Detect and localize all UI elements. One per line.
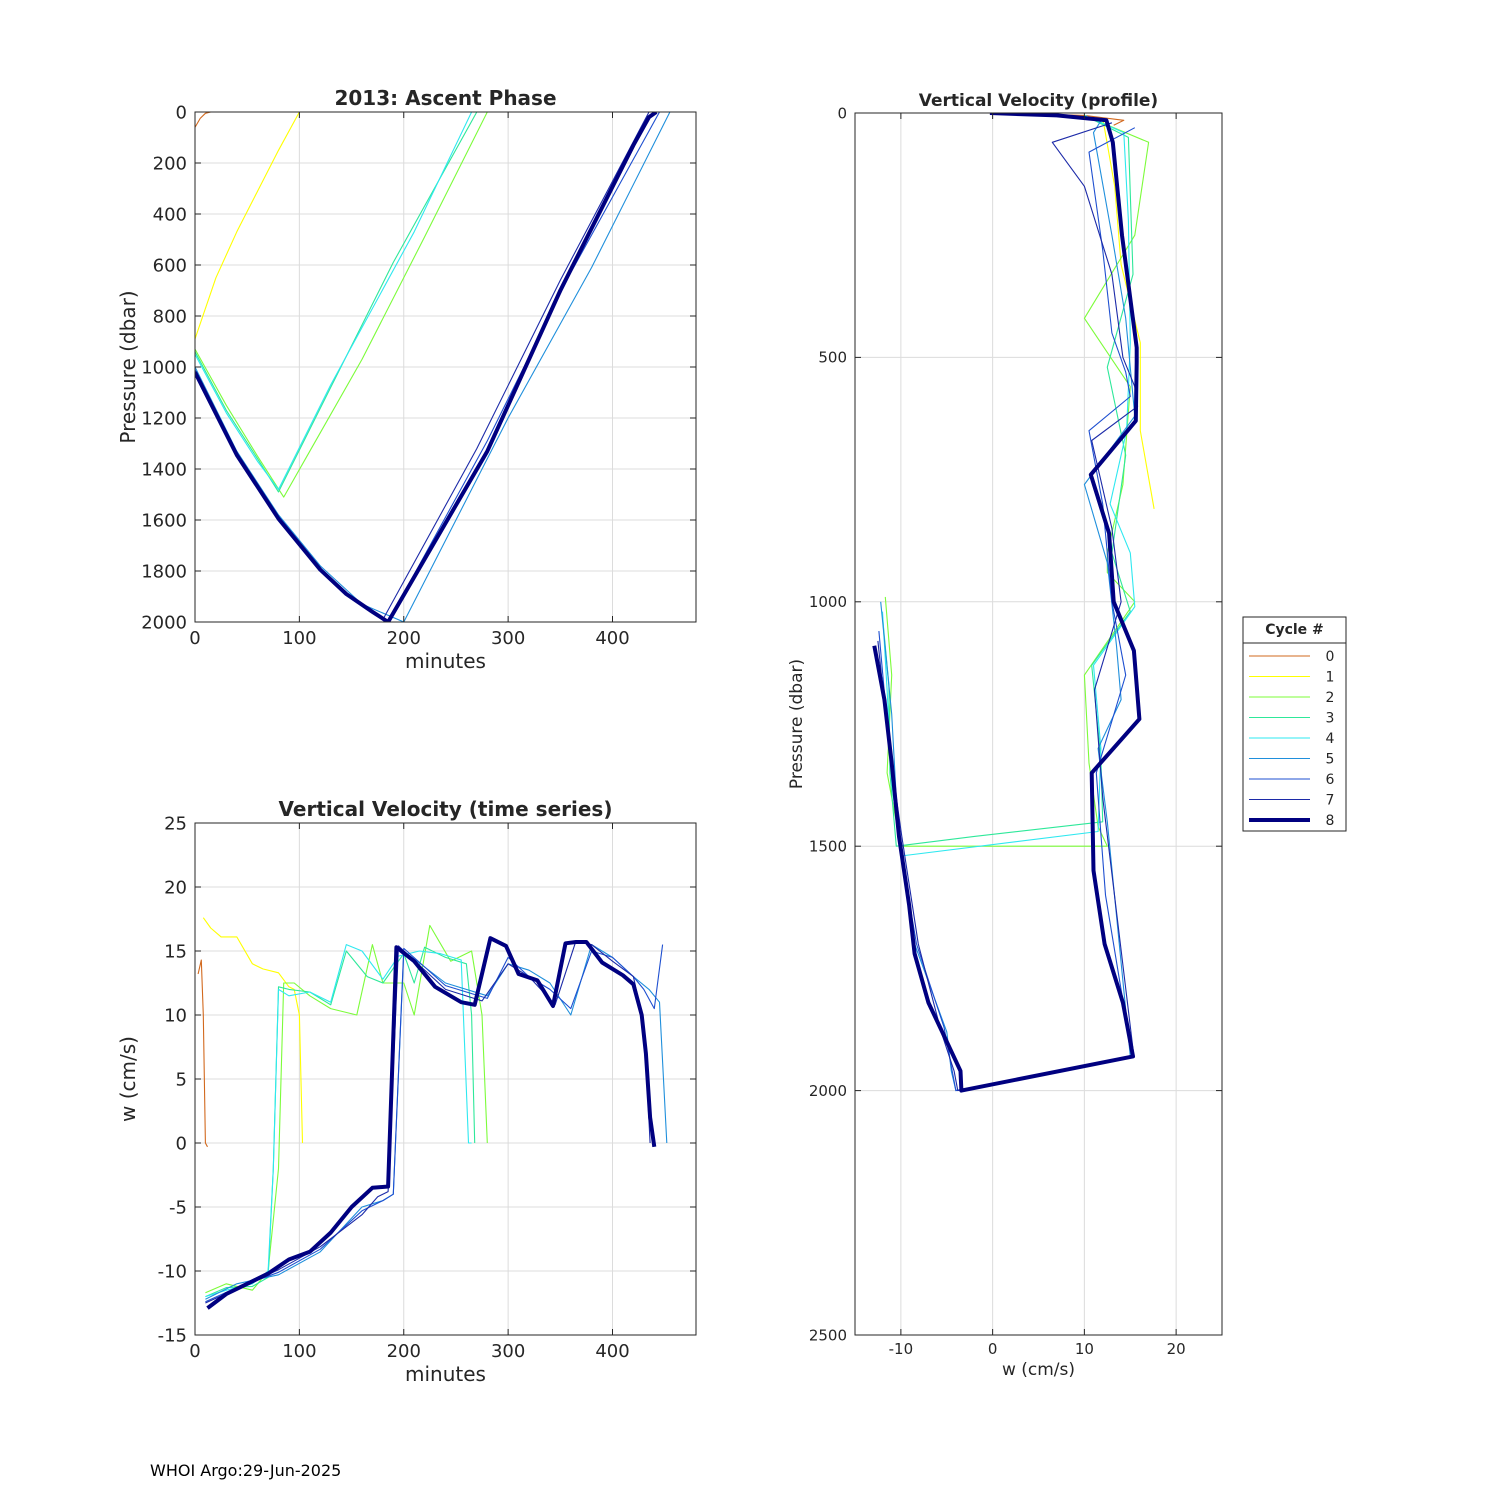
- y-axis-label: Pressure (dbar): [116, 290, 140, 443]
- series-line-cycle-1: [195, 112, 300, 340]
- y-tick-label: 2000: [141, 612, 187, 633]
- x-tick-label: -10: [889, 1340, 914, 1358]
- series-line-cycle-1: [202, 917, 304, 1144]
- x-axis-label: w (cm/s): [1002, 1360, 1075, 1380]
- legend: Cycle #0 1 2 3 4 5 6 7 8: [1242, 616, 1347, 832]
- y-tick-label: 800: [153, 306, 187, 327]
- y-tick-label: -15: [158, 1325, 187, 1346]
- y-tick-label: 2000: [809, 1082, 847, 1100]
- y-tick-label: 1000: [809, 593, 847, 611]
- series-line-cycle-0: [195, 112, 211, 128]
- y-tick-label: 200: [153, 153, 187, 174]
- y-tick-label: 20: [164, 877, 187, 898]
- y-tick-label: 0: [176, 1133, 187, 1154]
- y-tick-label: -10: [158, 1261, 187, 1282]
- x-tick-label: 10: [1075, 1340, 1094, 1358]
- y-tick-label: 1500: [809, 837, 847, 855]
- x-tick-label: 100: [282, 1341, 316, 1362]
- y-tick-label: 600: [153, 255, 187, 276]
- y-tick-label: 2500: [809, 1326, 847, 1344]
- legend-label-cycle-6: 6: [1326, 772, 1335, 788]
- footer-stamp: WHOI Argo:29-Jun-2025: [150, 1461, 342, 1480]
- y-tick-label: 15: [164, 941, 187, 962]
- series-line-cycle-3: [195, 112, 478, 493]
- x-tick-label: 0: [189, 628, 200, 649]
- y-axis-label: Pressure (dbar): [787, 659, 807, 789]
- x-tick-label: 300: [491, 1341, 525, 1362]
- y-tick-label: 1600: [141, 510, 187, 531]
- x-tick-label: 400: [595, 628, 629, 649]
- velocity-profile-plot: -10 0 10 20 0 500 1000 1500 2000 2500 Vertical Vel…: [787, 91, 1223, 1380]
- series-line-cycle-8: [872, 113, 1142, 1093]
- y-tick-label: 1000: [141, 357, 187, 378]
- legend-title: Cycle #: [1265, 622, 1324, 638]
- axes-box: [854, 112, 1223, 1336]
- x-tick-label: 0: [988, 1340, 998, 1358]
- chart-title: Vertical Velocity (time series): [279, 797, 613, 821]
- y-tick-label: 1800: [141, 561, 187, 582]
- y-tick-label: 0: [176, 102, 187, 123]
- series-line-cycle-3: [881, 114, 1134, 847]
- legend-label-cycle-4: 4: [1326, 731, 1335, 747]
- ascent-phase-plot: 0 100 200 300 400 0 200 400 600 800 1000 1200 1400 16…: [116, 86, 697, 673]
- legend-label-cycle-7: 7: [1326, 793, 1335, 809]
- x-tick-label: 0: [189, 1341, 200, 1362]
- series-line-cycle-8: [206, 936, 657, 1310]
- y-tick-label: 1400: [141, 459, 187, 480]
- series-line-cycle-4: [195, 112, 473, 490]
- series-line-cycle-7: [205, 940, 651, 1304]
- series-group: [195, 112, 671, 622]
- y-tick-label: 1200: [141, 408, 187, 429]
- series-group: [197, 917, 668, 1310]
- y-tick-label: 500: [818, 349, 847, 367]
- series-line-cycle-0: [197, 959, 208, 1148]
- series-line-cycle-8: [195, 112, 658, 622]
- x-tick-label: 300: [491, 628, 525, 649]
- y-tick-label: 400: [153, 204, 187, 225]
- series-line-cycle-7: [877, 122, 1139, 1092]
- legend-label-cycle-8: 8: [1326, 813, 1335, 829]
- y-tick-label: 0: [837, 104, 847, 122]
- series-group: [872, 113, 1155, 1093]
- x-axis-label: minutes: [405, 649, 486, 673]
- plot-area: [855, 113, 1222, 1335]
- series-line-cycle-6: [878, 127, 1136, 1092]
- x-tick-label: 200: [387, 1341, 421, 1362]
- x-axis-label: minutes: [405, 1362, 486, 1386]
- chart-title: 2013: Ascent Phase: [334, 86, 556, 110]
- legend-label-cycle-5: 5: [1326, 752, 1335, 768]
- x-tick-label: 100: [282, 628, 316, 649]
- legend-label-cycle-3: 3: [1326, 711, 1335, 727]
- y-tick-label: -5: [169, 1197, 187, 1218]
- legend-box: [1242, 616, 1347, 832]
- velocity-time-series-plot: 0 100 200 300 400 -15 -10 -5 0 5 10 15 20 25 Vertical …: [116, 797, 697, 1386]
- legend-label-cycle-2: 2: [1326, 690, 1335, 706]
- x-tick-label: 200: [387, 628, 421, 649]
- chart-title: Vertical Velocity (profile): [919, 91, 1158, 111]
- legend-label-cycle-1: 1: [1326, 670, 1335, 686]
- x-tick-label: 400: [595, 1341, 629, 1362]
- legend-label-cycle-0: 0: [1326, 649, 1335, 665]
- x-tick-label: 20: [1167, 1340, 1186, 1358]
- y-axis-label: w (cm/s): [116, 1036, 140, 1122]
- y-tick-label: 25: [164, 813, 187, 834]
- series-line-cycle-2: [195, 112, 488, 498]
- y-tick-label: 10: [164, 1005, 187, 1026]
- y-tick-label: 5: [176, 1069, 187, 1090]
